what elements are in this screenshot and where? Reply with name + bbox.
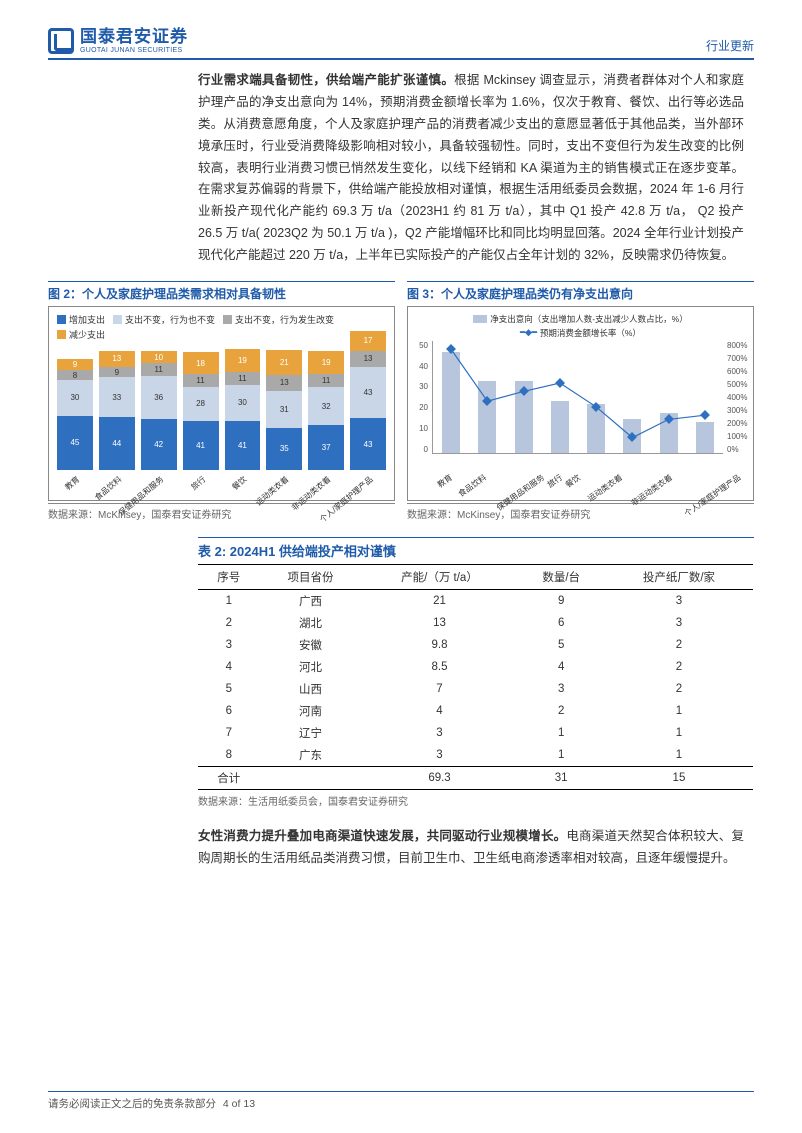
logo-cn: 国泰君安证券 <box>80 28 188 45</box>
figure-3: 图 3：个人及家庭护理品类仍有净支出意向 净支出意向（支出增加人数-支出减少人数… <box>407 281 754 521</box>
page-number: 4 of 13 <box>223 1098 255 1110</box>
logo: 国泰君安证券 GUOTAI JUNAN SECURITIES <box>48 28 188 54</box>
table2-title: 表 2: 2024H1 供给端投产相对谨慎 <box>198 537 754 560</box>
paragraph-1: 行业需求端具备韧性，供给端产能扩张谨慎。根据 Mckinsey 调查显示，消费者… <box>198 70 744 267</box>
logo-icon <box>48 28 74 54</box>
fig2-bars: 453089教育4433913食品饮料42361110保健用品和服务412811… <box>53 345 390 470</box>
fig3-legend: 净支出意向（支出增加人数-支出减少人数占比，%）━◆━预期消费金额增长率（%） <box>412 313 749 339</box>
table2-source: 数据来源：生活用纸委员会，国泰君安证券研究 <box>198 793 754 808</box>
paragraph-2: 女性消费力提升叠加电商渠道快速发展，共同驱动行业规模增长。电商渠道天然契合体积较… <box>198 826 744 870</box>
logo-en: GUOTAI JUNAN SECURITIES <box>80 47 188 54</box>
fig3-chart: 50403020100 800%700%600%500%400%300%200%… <box>412 341 749 476</box>
page-footer: 请务必阅读正文之后的免责条款部分 4 of 13 <box>48 1091 754 1111</box>
fig3-title: 图 3：个人及家庭护理品类仍有净支出意向 <box>407 281 754 302</box>
fig2-title: 图 2：个人及家庭护理品类需求相对具备韧性 <box>48 281 395 302</box>
fig2-legend: 增加支出支出不变，行为也不变支出不变，行为发生改变减少支出 <box>53 313 390 341</box>
table-2: 序号项目省份产能/（万 t/a）数量/台投产纸厂数/家 1广西21932湖北13… <box>198 564 753 790</box>
figure-2: 图 2：个人及家庭护理品类需求相对具备韧性 增加支出支出不变，行为也不变支出不变… <box>48 281 395 521</box>
doc-type: 行业更新 <box>706 37 754 54</box>
page-header: 国泰君安证券 GUOTAI JUNAN SECURITIES 行业更新 <box>48 28 754 60</box>
disclaimer: 请务必阅读正文之后的免责条款部分 <box>48 1098 216 1110</box>
